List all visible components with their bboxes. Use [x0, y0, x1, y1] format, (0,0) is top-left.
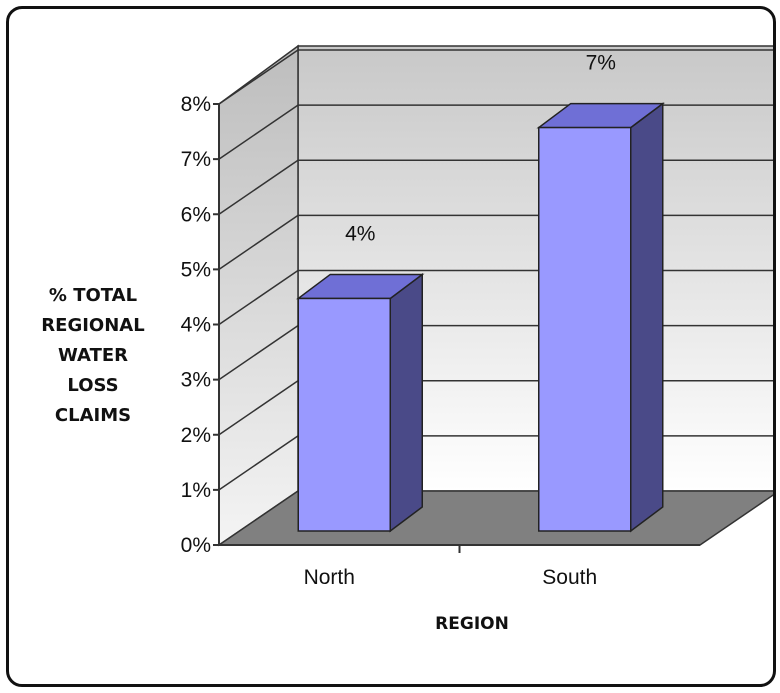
y-axis-title-line: CLAIMS [55, 405, 131, 426]
bar-north [297, 297, 391, 532]
bar-side-south [630, 102, 664, 533]
y-tick-label: 3% [181, 369, 211, 392]
y-axis-title-line: LOSS [67, 375, 118, 396]
y-axis-title-line: REGIONAL [41, 315, 144, 336]
y-tick-label: 6% [181, 203, 211, 226]
y-tick-label: 7% [181, 148, 211, 171]
side-wall [218, 44, 299, 547]
gridline-side [218, 380, 299, 436]
x-tick-label-south: South [542, 566, 597, 589]
y-tick-label: 8% [181, 93, 211, 116]
y-tick-label: 5% [181, 258, 211, 281]
y-tick-label: 2% [181, 424, 211, 447]
gridline-side [218, 325, 299, 381]
bars: 4% 7% [296, 52, 665, 533]
bar-side-north [389, 272, 423, 533]
y-ticks: 0% 1% 2% 3% 4% 5% 6% 7% 8% [181, 93, 219, 557]
y-tick-label: 1% [181, 479, 211, 502]
chart-svg: 0% 1% 2% 3% 4% 5% 6% 7% 8% North South 4% 7% % TOT… [41, 44, 773, 634]
y-axis-title-line: WATER [58, 345, 128, 366]
y-tick-label: 4% [181, 314, 211, 337]
data-label-south: 7% [586, 52, 616, 75]
gridline-side [218, 104, 299, 160]
x-ticks: North South [304, 545, 597, 589]
x-tick-label-north: North [304, 566, 355, 589]
chart-frame: 0% 1% 2% 3% 4% 5% 6% 7% 8% North South 4% 7% % TOT… [6, 6, 776, 687]
gridline-side [218, 435, 299, 491]
y-tick-label: 0% [181, 534, 211, 557]
gridline-side [218, 214, 299, 270]
y-axis-title-line: % TOTAL [49, 285, 137, 306]
bar-south [538, 126, 632, 532]
data-label-north: 4% [345, 222, 375, 245]
gridline-side [218, 49, 299, 105]
gridline-side [218, 159, 299, 215]
y-axis-title: % TOTAL REGIONAL WATER LOSS CLAIMS [41, 285, 144, 426]
gridline-side [218, 269, 299, 326]
x-axis-title: REGION [435, 614, 509, 634]
